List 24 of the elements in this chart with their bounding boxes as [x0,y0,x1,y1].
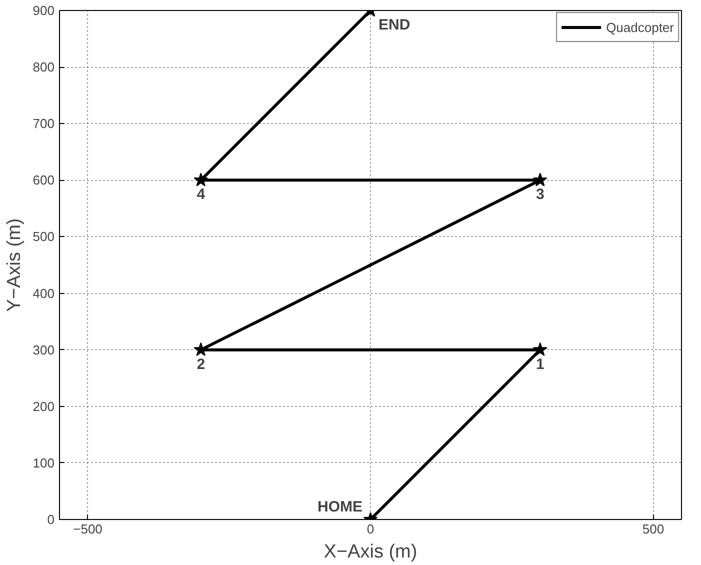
y-tick-label: 400 [32,286,55,301]
x-axis-title: X−Axis (m) [324,542,418,562]
x-tick-label: 0 [366,522,374,536]
y-tick-label: 500 [32,229,55,244]
annotation: 4 [196,186,206,204]
y-tick-label: 300 [32,342,55,358]
annotation: HOME [318,498,362,516]
point [532,342,548,356]
legend-label: Quadcopter [606,20,674,34]
y-tick-label: 200 [32,398,55,414]
annotation: 3 [536,186,544,204]
annotation: 2 [196,356,206,373]
x-tick-label: −500 [73,522,102,536]
y-tick-label: 0 [47,512,55,527]
point [194,342,208,356]
y-tick-label: 100 [32,455,55,470]
y-tick-label: 900 [32,3,55,18]
x-tick-label: 500 [642,522,664,536]
y-tick-label: 800 [32,60,55,75]
y-tick-label: 700 [32,116,55,132]
annotation: END [378,16,410,34]
y-axis-title: Y−Axis (m) [4,218,25,312]
annotation: 1 [536,356,544,373]
y-tick-label: 600 [32,172,55,188]
